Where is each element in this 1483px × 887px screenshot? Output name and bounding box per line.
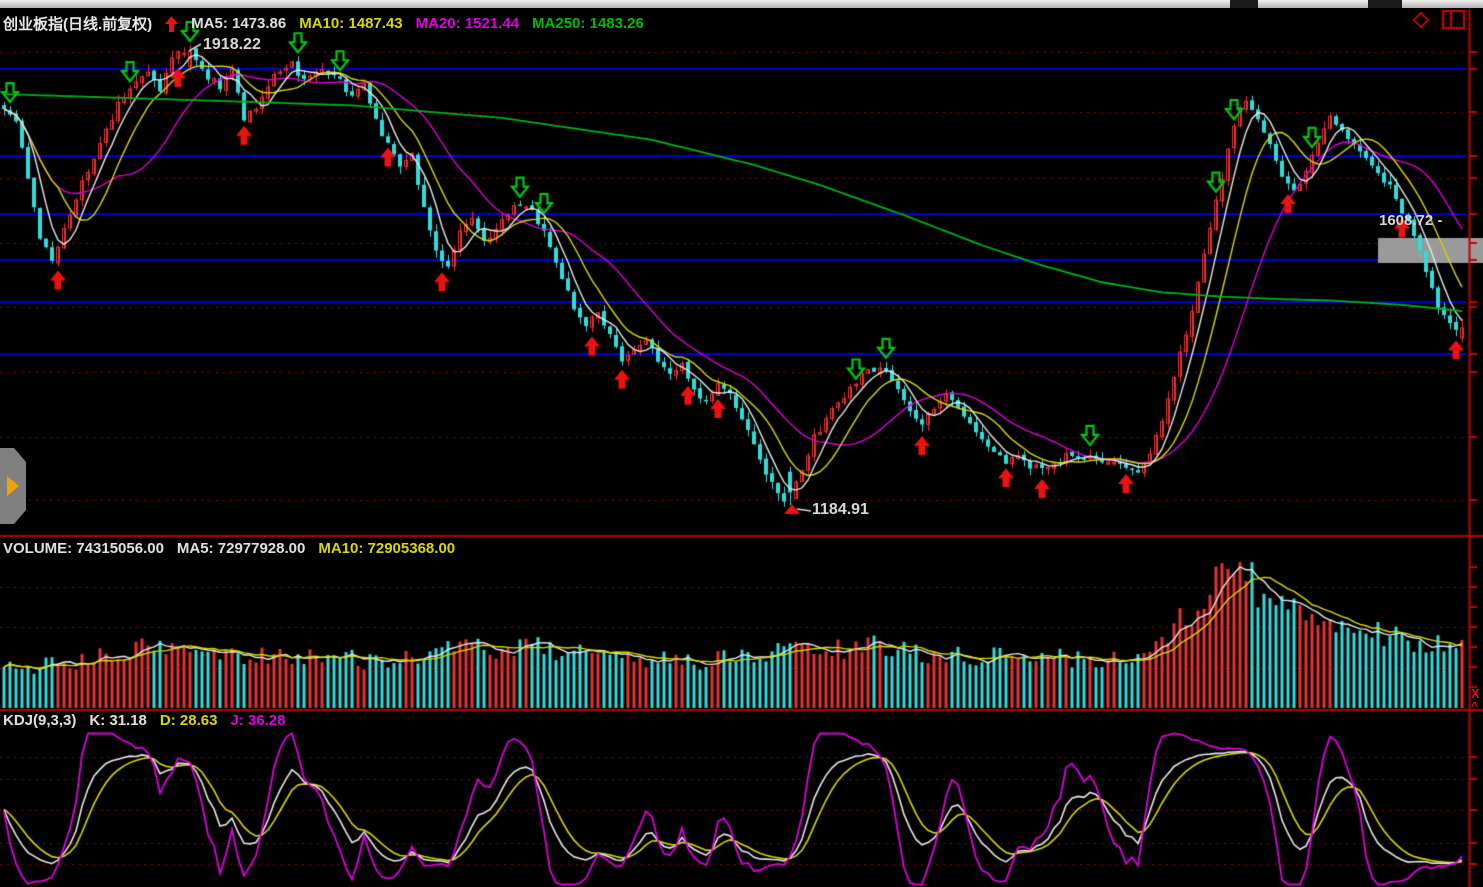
k-label: K: 31.18: [89, 712, 147, 729]
ma20-label: MA20: 1521.44: [415, 15, 520, 32]
chart-title: 创业板指(日线.前复权): [3, 16, 153, 33]
main-chart-header: 创业板指(日线.前复权) MA5: 1473.86 MA10: 1487.43 …: [3, 13, 644, 34]
vol-ma10-label: MA10: 72905368.00: [318, 540, 456, 557]
pane-close-icon[interactable]: X: [1471, 686, 1480, 701]
j-label: J: 36.28: [230, 712, 286, 729]
diamond-icon[interactable]: [1411, 9, 1431, 31]
ma10-label: MA10: 1487.43: [299, 15, 403, 32]
sidebar-flyout-tab[interactable]: [0, 448, 26, 524]
d-label: D: 28.63: [159, 712, 218, 729]
window-titlebar: [0, 0, 1483, 8]
volume-header: VOLUME: 74315056.00 MA5: 72977928.00 MA1…: [3, 540, 455, 557]
ma5-label: MA5: 1473.86: [191, 15, 287, 32]
titlebar-notch: [1368, 0, 1402, 8]
kdj-title: KDJ(9,3,3): [3, 712, 77, 729]
price-tag-label: 1608.72 -: [1379, 212, 1443, 229]
volume-label: VOLUME: 74315056.00: [3, 540, 164, 557]
price-axis[interactable]: [1466, 8, 1474, 887]
titlebar-notch: [1230, 0, 1258, 8]
expand-right-icon[interactable]: [7, 476, 19, 496]
ma250-label: MA250: 1483.26: [532, 15, 644, 32]
high-annotation: 1918.22: [203, 36, 261, 53]
pane-collapse-icon[interactable]: ^: [1471, 699, 1479, 713]
vol-ma5-label: MA5: 72977928.00: [176, 540, 306, 557]
trend-up-icon: [165, 15, 179, 32]
low-annotation: 1184.91: [812, 501, 869, 518]
kdj-header: KDJ(9,3,3) K: 31.18 D: 28.63 J: 36.28: [3, 712, 286, 729]
split-window-icon[interactable]: [1441, 9, 1467, 31]
